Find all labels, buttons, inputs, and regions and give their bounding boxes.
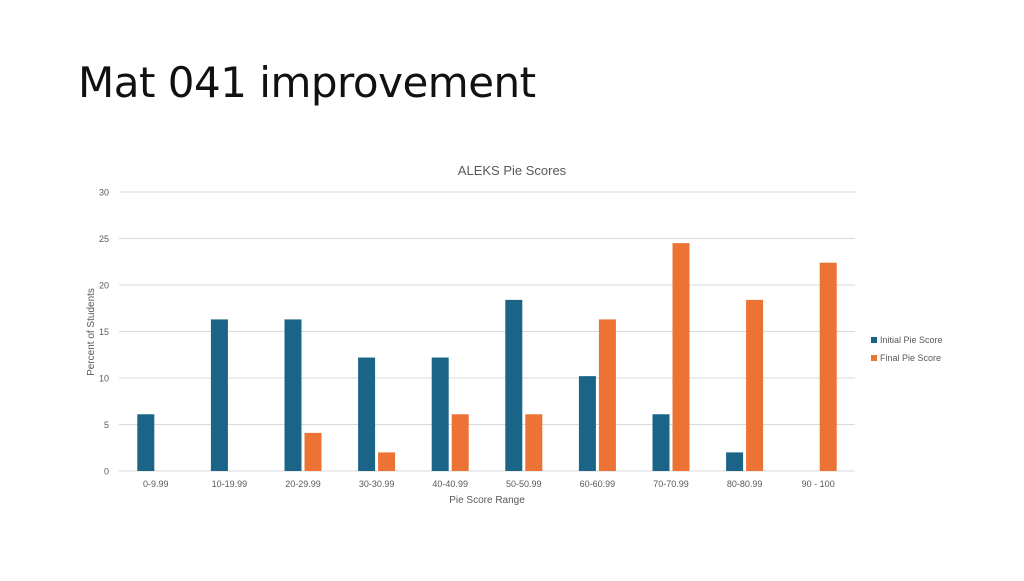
legend: Initial Pie Score Final Pie Score bbox=[871, 335, 943, 363]
x-tick-label: 60-60.99 bbox=[580, 479, 616, 489]
y-axis-label: Percent of Students bbox=[86, 288, 97, 376]
slide-title: Mat 041 improvement bbox=[78, 58, 536, 107]
bar-initial-pie-score bbox=[358, 357, 376, 471]
legend-label: Final Pie Score bbox=[880, 353, 941, 363]
y-tick-label: 20 bbox=[99, 281, 109, 291]
y-tick-label: 5 bbox=[104, 420, 109, 430]
gridlines bbox=[119, 191, 855, 472]
y-tick-label: 30 bbox=[99, 188, 109, 198]
chart-title: ALEKS Pie Scores bbox=[458, 163, 567, 178]
x-tick-label: 0-9.99 bbox=[143, 479, 169, 489]
x-tick-label: 40-40.99 bbox=[432, 479, 468, 489]
y-tick-label: 25 bbox=[99, 234, 109, 244]
bar-initial-pie-score bbox=[137, 414, 155, 471]
legend-swatch bbox=[871, 337, 877, 343]
bar-final-pie-score bbox=[598, 319, 616, 471]
y-axis-ticks: 0 5 10 15 20 25 30 bbox=[99, 188, 109, 477]
bars bbox=[137, 243, 837, 471]
bar-initial-pie-score bbox=[284, 319, 302, 471]
y-tick-label: 0 bbox=[104, 467, 109, 477]
bar-final-pie-score bbox=[525, 414, 543, 471]
x-axis-label: Pie Score Range bbox=[449, 495, 525, 506]
bar-initial-pie-score bbox=[578, 376, 596, 471]
y-tick-label: 15 bbox=[99, 327, 109, 337]
bar-final-pie-score bbox=[378, 452, 396, 471]
x-tick-label: 80-80.99 bbox=[727, 479, 763, 489]
bar-final-pie-score bbox=[672, 243, 690, 471]
x-tick-label: 20-29.99 bbox=[285, 479, 321, 489]
x-tick-label: 70-70.99 bbox=[653, 479, 689, 489]
legend-swatch bbox=[871, 355, 877, 361]
bar-final-pie-score bbox=[746, 299, 764, 471]
bar-initial-pie-score bbox=[505, 299, 523, 471]
bar-initial-pie-score bbox=[726, 452, 744, 471]
bar-initial-pie-score bbox=[652, 414, 670, 471]
x-tick-label: 10-19.99 bbox=[212, 479, 248, 489]
bar-final-pie-score bbox=[819, 262, 837, 471]
x-tick-label: 50-50.99 bbox=[506, 479, 542, 489]
bar-final-pie-score bbox=[451, 414, 469, 471]
x-tick-label: 90 - 100 bbox=[802, 479, 835, 489]
x-tick-label: 30-30.99 bbox=[359, 479, 395, 489]
x-axis-ticks: 0-9.99 10-19.99 20-29.99 30-30.99 40-40.99 50… bbox=[143, 479, 835, 489]
legend-label: Initial Pie Score bbox=[880, 335, 943, 345]
bar-initial-pie-score bbox=[431, 357, 449, 471]
bar-initial-pie-score bbox=[210, 319, 228, 471]
bar-final-pie-score bbox=[304, 432, 322, 471]
y-tick-label: 10 bbox=[99, 374, 109, 384]
